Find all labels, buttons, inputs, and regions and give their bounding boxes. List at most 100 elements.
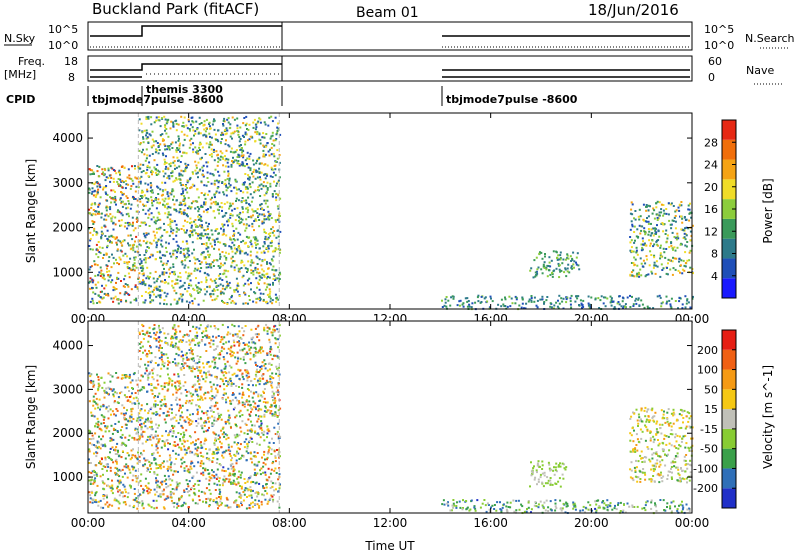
echo-cell-r1 — [260, 162, 263, 165]
echo-cell-r0 — [111, 235, 114, 238]
echo-cell-r0 — [89, 481, 92, 484]
echo-cell-r1 — [188, 494, 191, 497]
echo-cell-r1 — [235, 483, 238, 486]
echo-cell-r1 — [252, 171, 255, 173]
echo-cell-r1 — [206, 334, 209, 337]
echo-cell-r1 — [274, 116, 277, 119]
echo-cell-r0 — [97, 294, 100, 297]
echo-cell-r1 — [182, 151, 185, 154]
echo-cell-r0 — [133, 402, 136, 405]
echo-cell-r0 — [115, 461, 118, 463]
echo-cell-r1 — [150, 123, 153, 126]
echo-cell-r1 — [204, 448, 207, 450]
echo-cell-r4 — [672, 256, 674, 259]
echo-cell-r1 — [166, 356, 169, 359]
echo-cell-r2 — [539, 298, 542, 301]
echo-cell-r0 — [91, 299, 94, 302]
echo-cell-r1 — [208, 125, 211, 128]
echo-cell-r1 — [161, 480, 164, 483]
echo-cell-r1 — [190, 467, 193, 470]
echo-cell-r1 — [182, 252, 185, 255]
echo-cell-r4 — [631, 223, 634, 226]
echo-cell-r1 — [239, 336, 242, 339]
echo-cell-r1 — [161, 245, 164, 248]
echo-cell-r1 — [233, 151, 236, 154]
echo-cell-r0 — [112, 286, 115, 289]
echo-cell-r1 — [264, 177, 267, 180]
echo-cell-r1 — [190, 402, 193, 405]
echo-cell-r1 — [196, 269, 199, 272]
colorbar-tick-label-5: 24 — [704, 159, 718, 172]
echo-cell-r1 — [220, 495, 223, 498]
echo-cell-r1 — [145, 232, 148, 235]
echo-cell-r1 — [188, 301, 191, 304]
echo-cell-r1 — [164, 168, 167, 170]
echo-cell-r0 — [94, 492, 97, 495]
echo-cell-r1 — [266, 277, 268, 280]
echo-cell-r1 — [233, 481, 236, 484]
echo-cell-r1 — [272, 273, 275, 276]
echo-cell-r1 — [204, 437, 207, 440]
echo-cell-r1 — [258, 213, 261, 216]
echo-cell-r1 — [261, 429, 264, 432]
echo-cell-r2 — [445, 305, 448, 308]
echo-cell-r1 — [155, 467, 158, 470]
echo-cell-r1 — [191, 183, 194, 186]
echo-cell-r0 — [88, 458, 90, 461]
echo-cell-r1 — [166, 213, 169, 216]
echo-cell-r1 — [167, 282, 170, 285]
echo-cell-r1 — [138, 118, 141, 121]
echo-cell-r1 — [163, 365, 166, 368]
echo-cell-r1 — [156, 486, 159, 489]
echo-cell-r2 — [488, 306, 491, 309]
echo-cell-r1 — [168, 197, 171, 200]
echo-cell-r1 — [209, 492, 212, 495]
echo-cell-r1 — [198, 499, 201, 502]
echo-cell-r1 — [144, 182, 147, 185]
echo-cell-r1 — [275, 297, 278, 300]
echo-cell-r1 — [182, 190, 185, 193]
echo-cell-r4 — [644, 275, 647, 278]
echo-cell-r1 — [219, 283, 222, 286]
echo-cell-r4 — [669, 203, 672, 206]
echo-cell-r1 — [170, 337, 172, 340]
echo-cell-r3 — [571, 267, 574, 270]
echo-cell-r1 — [187, 120, 190, 123]
echo-cell-r4 — [652, 234, 655, 237]
echo-cell-r0 — [134, 427, 137, 430]
echo-cell-r1 — [236, 351, 239, 354]
echo-cell-r0 — [100, 216, 103, 219]
echo-cell-r1 — [209, 345, 212, 348]
echo-cell-r1 — [257, 189, 259, 191]
echo-cell-r1 — [193, 256, 196, 259]
echo-cell-r4 — [630, 250, 633, 253]
echo-cell-r2 — [569, 303, 572, 306]
echo-cell-r0 — [109, 380, 112, 383]
echo-cell-r1 — [203, 194, 206, 197]
echo-cell-r1 — [155, 119, 158, 122]
echo-cell-r1 — [266, 332, 269, 335]
echo-cell-r1 — [231, 261, 234, 264]
echo-cell-r1 — [215, 348, 217, 350]
echo-cell-r0 — [91, 297, 94, 300]
echo-cell-r1 — [169, 266, 172, 269]
echo-cell-r1 — [170, 230, 173, 233]
echo-cell-r1 — [172, 229, 175, 232]
echo-cell-r4 — [680, 228, 683, 231]
echo-cell-r1 — [151, 204, 154, 207]
echo-cell-r1 — [143, 258, 146, 261]
echo-cell-r1 — [225, 194, 228, 197]
echo-cell-r1 — [150, 171, 153, 174]
echo-cell-r1 — [151, 372, 154, 375]
echo-cell-r1 — [237, 335, 239, 338]
echo-cell-r1 — [208, 263, 211, 266]
echo-cell-r3 — [556, 257, 559, 259]
echo-cell-r0 — [128, 177, 131, 180]
echo-cell-r1 — [276, 126, 279, 129]
echo-cell-r1 — [203, 393, 206, 396]
echo-cell-r1 — [203, 371, 206, 374]
echo-cell-r1 — [188, 435, 191, 438]
echo-cell-r1 — [173, 179, 176, 182]
echo-cell-r1 — [157, 173, 160, 176]
echo-cell-r0 — [89, 380, 92, 383]
